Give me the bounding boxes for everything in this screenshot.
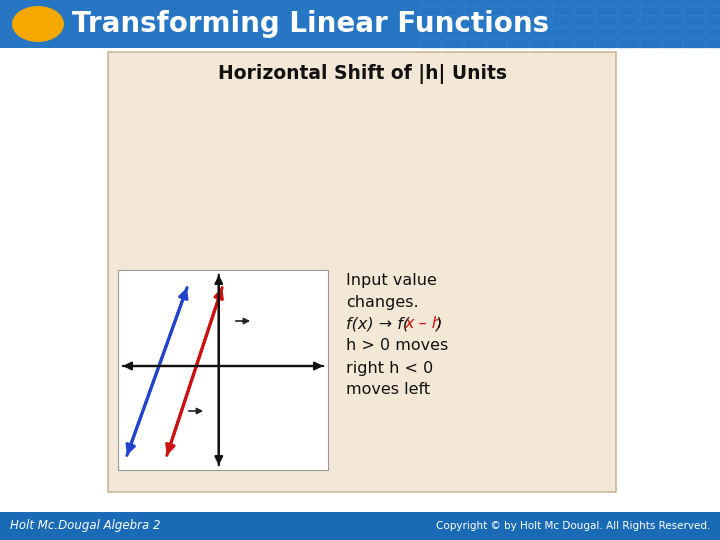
FancyBboxPatch shape xyxy=(108,52,616,492)
Bar xyxy=(662,39,682,48)
Text: ): ) xyxy=(436,316,442,332)
Bar xyxy=(596,6,616,15)
Bar xyxy=(508,17,528,26)
Text: h > 0 moves: h > 0 moves xyxy=(346,339,449,354)
Bar xyxy=(442,28,462,37)
Ellipse shape xyxy=(12,6,64,42)
Bar xyxy=(552,0,572,4)
Bar xyxy=(684,39,704,48)
Bar xyxy=(706,0,720,4)
Bar xyxy=(552,17,572,26)
Text: Transforming Linear Functions: Transforming Linear Functions xyxy=(72,10,549,38)
Bar xyxy=(508,6,528,15)
Bar xyxy=(662,6,682,15)
Bar xyxy=(420,39,440,48)
Bar xyxy=(118,270,328,470)
Text: Input value: Input value xyxy=(346,273,437,287)
Bar xyxy=(684,28,704,37)
Bar xyxy=(684,17,704,26)
Bar xyxy=(0,0,720,48)
Bar xyxy=(464,39,484,48)
Bar xyxy=(530,6,550,15)
Bar xyxy=(596,39,616,48)
Bar xyxy=(596,17,616,26)
Bar xyxy=(574,28,594,37)
Bar xyxy=(618,39,638,48)
Bar xyxy=(420,0,440,4)
Bar xyxy=(618,6,638,15)
Bar xyxy=(486,0,506,4)
Bar xyxy=(442,6,462,15)
Bar xyxy=(486,39,506,48)
Bar xyxy=(662,0,682,4)
Bar xyxy=(464,0,484,4)
Bar xyxy=(574,0,594,4)
Bar xyxy=(420,28,440,37)
Bar xyxy=(662,17,682,26)
Bar xyxy=(420,6,440,15)
Bar xyxy=(530,39,550,48)
Bar xyxy=(508,0,528,4)
Text: right h < 0: right h < 0 xyxy=(346,361,433,375)
Bar xyxy=(640,0,660,4)
Bar xyxy=(706,39,720,48)
Bar xyxy=(662,28,682,37)
Bar xyxy=(464,17,484,26)
Bar xyxy=(486,6,506,15)
Bar xyxy=(574,6,594,15)
Bar xyxy=(596,0,616,4)
Bar xyxy=(552,28,572,37)
Bar xyxy=(640,39,660,48)
Text: Copyright © by Holt Mc Dougal. All Rights Reserved.: Copyright © by Holt Mc Dougal. All Right… xyxy=(436,521,710,531)
Bar xyxy=(508,39,528,48)
Text: x – h: x – h xyxy=(404,316,442,332)
Bar xyxy=(618,17,638,26)
Bar xyxy=(530,0,550,4)
Bar xyxy=(530,28,550,37)
Bar xyxy=(640,17,660,26)
Bar xyxy=(574,39,594,48)
Bar xyxy=(640,28,660,37)
Bar xyxy=(618,0,638,4)
Bar xyxy=(552,39,572,48)
Text: Holt Mc.Dougal Algebra 2: Holt Mc.Dougal Algebra 2 xyxy=(10,519,161,532)
Bar xyxy=(0,512,720,540)
Bar xyxy=(442,0,462,4)
Bar xyxy=(508,28,528,37)
Bar xyxy=(596,28,616,37)
Bar xyxy=(618,28,638,37)
Bar xyxy=(0,48,720,512)
Bar xyxy=(684,6,704,15)
Text: changes.: changes. xyxy=(346,294,418,309)
Bar xyxy=(684,0,704,4)
Bar xyxy=(706,17,720,26)
Bar xyxy=(442,39,462,48)
Bar xyxy=(486,17,506,26)
Bar xyxy=(640,6,660,15)
Text: f(x) → f(: f(x) → f( xyxy=(346,316,409,332)
Bar xyxy=(464,6,484,15)
Bar xyxy=(486,28,506,37)
Bar xyxy=(442,17,462,26)
Bar xyxy=(706,6,720,15)
Bar xyxy=(574,17,594,26)
Bar xyxy=(530,17,550,26)
Bar xyxy=(464,28,484,37)
Bar xyxy=(706,28,720,37)
Bar xyxy=(420,17,440,26)
Text: Horizontal Shift of |h| Units: Horizontal Shift of |h| Units xyxy=(217,64,506,84)
Text: moves left: moves left xyxy=(346,382,430,397)
Bar xyxy=(552,6,572,15)
